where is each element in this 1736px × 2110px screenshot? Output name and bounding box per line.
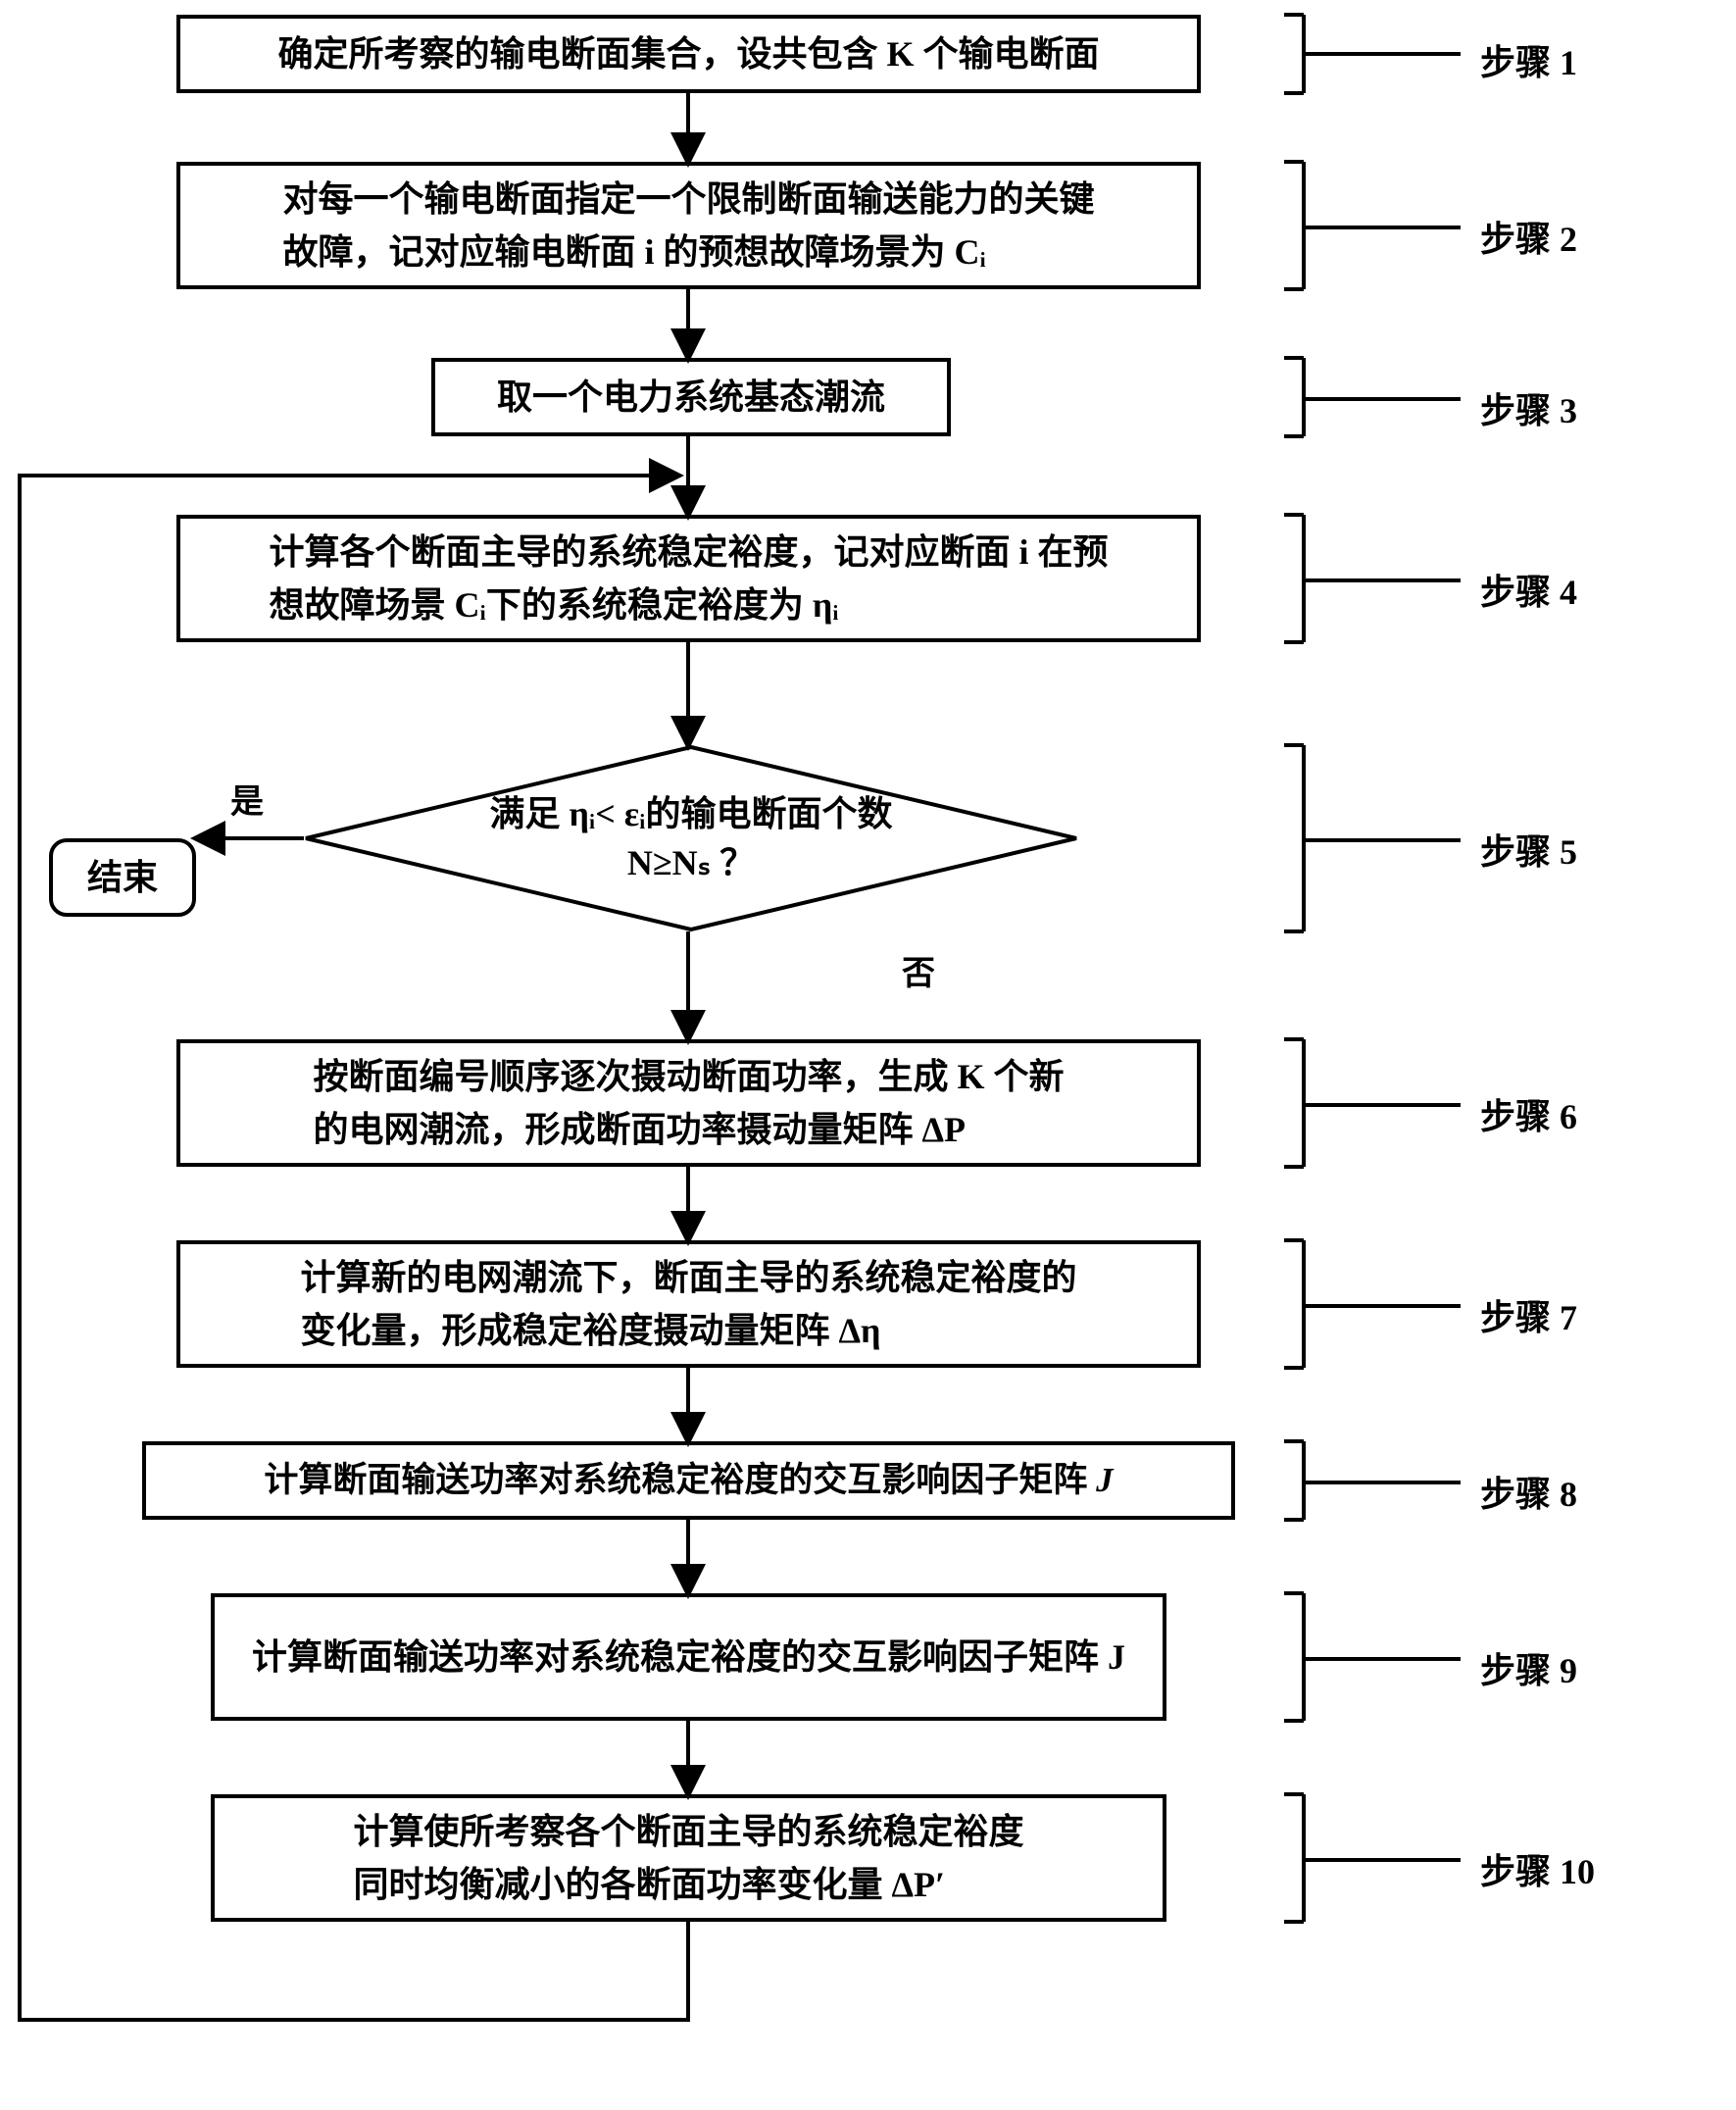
step-label-3: 步骤 3	[1480, 382, 1577, 433]
step-label-2: 步骤 2	[1480, 211, 1577, 262]
step-label-7: 步骤 7	[1480, 1289, 1577, 1340]
step-label-6: 步骤 6	[1480, 1088, 1577, 1139]
node-text: 计算新的电网潮流下，断面主导的系统稳定裕度的 变化量，形成稳定裕度摄动量矩阵 Δ…	[300, 1251, 1076, 1357]
step-label-8: 步骤 8	[1480, 1466, 1577, 1517]
step-label-9: 步骤 9	[1480, 1642, 1577, 1693]
node-text: 结束	[87, 851, 158, 904]
node-text: 计算各个断面主导的系统稳定裕度，记对应断面 i 在预 想故障场景 Cᵢ下的系统稳…	[269, 526, 1108, 631]
node-text: 对每一个输电断面指定一个限制断面输送能力的关键 故障，记对应输电断面 i 的预想…	[282, 173, 1094, 278]
flow-node-step9: 计算断面输送功率对系统稳定裕度的交互影响因子矩阵 J	[211, 1593, 1166, 1721]
flow-node-step6: 按断面编号顺序逐次摄动断面功率，生成 K 个新 的电网潮流，形成断面功率摄动量矩…	[176, 1039, 1201, 1167]
node-text: 确定所考察的输电断面集合，设共包含 K 个输电断面	[277, 27, 1099, 80]
flow-node-step1: 确定所考察的输电断面集合，设共包含 K 个输电断面	[176, 15, 1201, 93]
flow-node-end: 结束	[49, 838, 196, 917]
node-text: 计算使所考察各个断面主导的系统稳定裕度 同时均衡减小的各断面功率变化量 ΔP′	[353, 1805, 1023, 1911]
edge-label-no: 否	[902, 946, 935, 994]
flow-node-step3: 取一个电力系统基态潮流	[431, 358, 951, 436]
step-label-1: 步骤 1	[1480, 34, 1577, 85]
node-text: 按断面编号顺序逐次摄动断面功率，生成 K 个新 的电网潮流，形成断面功率摄动量矩…	[313, 1050, 1064, 1156]
edge-label-yes: 是	[230, 775, 264, 823]
flow-node-step10: 计算使所考察各个断面主导的系统稳定裕度 同时均衡减小的各断面功率变化量 ΔP′	[211, 1794, 1166, 1922]
flow-node-step4: 计算各个断面主导的系统稳定裕度，记对应断面 i 在预 想故障场景 Cᵢ下的系统稳…	[176, 515, 1201, 642]
step-label-4: 步骤 4	[1480, 564, 1577, 615]
node-text: 计算断面输送功率对系统稳定裕度的交互影响因子矩阵 J	[264, 1455, 1113, 1507]
step-label-5: 步骤 5	[1480, 824, 1577, 875]
flow-node-step8: 计算断面输送功率对系统稳定裕度的交互影响因子矩阵 J	[142, 1441, 1235, 1520]
step-label-10: 步骤 10	[1480, 1843, 1595, 1894]
flow-node-step2: 对每一个输电断面指定一个限制断面输送能力的关键 故障，记对应输电断面 i 的预想…	[176, 162, 1201, 289]
node-text: 计算断面输送功率对系统稳定裕度的交互影响因子矩阵 J	[252, 1631, 1125, 1683]
decision-line1: 满足 ηᵢ< εᵢ的输电断面个数	[489, 789, 892, 838]
flow-node-step7: 计算新的电网潮流下，断面主导的系统稳定裕度的 变化量，形成稳定裕度摄动量矩阵 Δ…	[176, 1240, 1201, 1368]
flow-decision-step5: 满足 ηᵢ< εᵢ的输电断面个数 N≥Nₛ ？	[304, 745, 1078, 931]
node-text: 取一个电力系统基态潮流	[497, 371, 885, 424]
decision-line2: N≥Nₛ ？	[627, 838, 755, 887]
